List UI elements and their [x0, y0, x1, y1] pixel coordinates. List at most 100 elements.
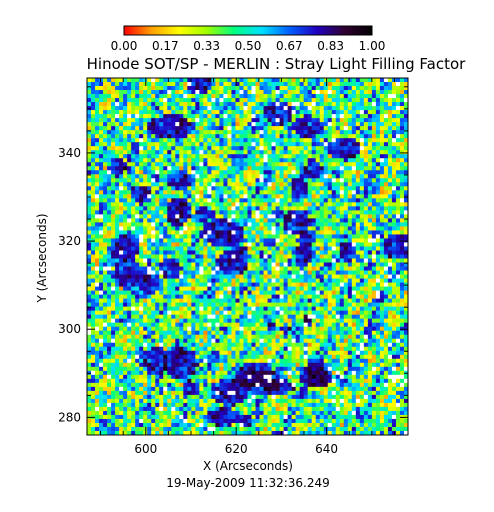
heatmap-cell	[379, 206, 385, 211]
heatmap-cell	[143, 166, 148, 171]
heatmap-cell	[299, 94, 304, 99]
heatmap-cell	[191, 146, 196, 151]
heatmap-cell	[155, 146, 160, 151]
heatmap-cell	[335, 314, 341, 319]
heatmap-cell	[403, 274, 409, 279]
heatmap-cell	[335, 142, 341, 147]
heatmap-cell	[199, 238, 204, 243]
heatmap-cell	[195, 238, 200, 243]
heatmap-cell	[179, 222, 184, 227]
heatmap-cell	[347, 202, 353, 207]
heatmap-cell	[103, 262, 108, 267]
heatmap-cell	[223, 110, 228, 115]
heatmap-cell	[135, 234, 140, 239]
heatmap-cell	[367, 230, 373, 235]
heatmap-cell	[399, 142, 405, 147]
heatmap-cell	[191, 226, 196, 231]
heatmap-cell	[195, 294, 200, 299]
heatmap-cell	[139, 106, 144, 111]
heatmap-cell	[271, 202, 276, 207]
heatmap-cell	[243, 238, 248, 243]
heatmap-cell	[131, 310, 136, 315]
heatmap-cell	[163, 258, 168, 263]
heatmap-cell	[355, 306, 361, 311]
heatmap-cell	[379, 138, 385, 143]
heatmap-cell	[299, 122, 304, 127]
heatmap-cell	[327, 170, 333, 175]
heatmap-cell	[139, 254, 144, 259]
heatmap-cell	[255, 122, 260, 127]
heatmap-cell	[315, 170, 321, 175]
heatmap-cell	[367, 282, 373, 287]
heatmap-cell	[195, 178, 200, 183]
heatmap-cell	[139, 258, 144, 263]
heatmap-cell	[115, 162, 120, 167]
heatmap-cell	[123, 162, 128, 167]
heatmap-cell	[207, 278, 212, 283]
heatmap-cell	[327, 106, 333, 111]
heatmap-cell	[135, 170, 140, 175]
heatmap-cell	[291, 130, 296, 135]
heatmap-cell	[159, 242, 164, 247]
heatmap-cell	[399, 234, 405, 239]
heatmap-cell	[131, 254, 136, 259]
heatmap-cell	[219, 286, 224, 291]
heatmap-cell	[291, 194, 296, 199]
heatmap-cell	[227, 214, 232, 219]
heatmap-cell	[179, 210, 184, 215]
heatmap-cell	[171, 186, 176, 191]
heatmap-cell	[267, 290, 272, 295]
heatmap-cell	[131, 214, 136, 219]
heatmap-cell	[167, 238, 172, 243]
heatmap-cell	[259, 130, 264, 135]
heatmap-cell	[111, 134, 116, 139]
heatmap-cell	[267, 230, 272, 235]
heatmap-cell	[387, 154, 393, 159]
heatmap-cell	[243, 278, 248, 283]
heatmap-cell	[139, 250, 144, 255]
heatmap-cell	[227, 222, 232, 227]
heatmap-cell	[251, 262, 256, 267]
heatmap-cell	[283, 290, 288, 295]
heatmap-cell	[115, 230, 120, 235]
heatmap-cell	[239, 170, 244, 175]
heatmap-cell	[247, 298, 252, 303]
heatmap-cell	[259, 90, 264, 95]
heatmap-cell	[151, 170, 156, 175]
heatmap-cell	[355, 166, 361, 171]
heatmap-cell	[227, 134, 232, 139]
heatmap-cell	[95, 146, 100, 151]
heatmap-cell	[287, 210, 292, 215]
heatmap-cell	[171, 102, 176, 107]
heatmap-cell	[207, 310, 212, 315]
heatmap-cell	[175, 82, 180, 87]
heatmap-cell	[255, 226, 260, 231]
heatmap-cell	[299, 218, 304, 223]
heatmap-cell	[127, 134, 132, 139]
heatmap-cell	[143, 194, 148, 199]
heatmap-cell	[267, 78, 272, 83]
heatmap-cell	[99, 270, 104, 275]
heatmap-cell	[331, 286, 337, 291]
heatmap-cell	[239, 222, 244, 227]
heatmap-cell	[179, 234, 184, 239]
heatmap-cell	[115, 214, 120, 219]
heatmap-cell	[179, 170, 184, 175]
heatmap-cell	[95, 158, 100, 163]
heatmap-cell	[371, 182, 377, 187]
heatmap-cell	[179, 302, 184, 307]
heatmap-cell	[143, 210, 148, 215]
heatmap-cell	[143, 202, 148, 207]
heatmap-cell	[119, 98, 124, 103]
heatmap-cell	[227, 286, 232, 291]
heatmap-cell	[183, 102, 188, 107]
heatmap-cell	[187, 318, 192, 323]
heatmap-cell	[315, 290, 321, 295]
heatmap-cell	[331, 122, 337, 127]
heatmap-cell	[87, 210, 92, 215]
heatmap-cell	[215, 130, 220, 135]
heatmap-cell	[359, 154, 365, 159]
heatmap-cell	[391, 194, 397, 199]
heatmap-cell	[267, 94, 272, 99]
heatmap-cell	[359, 114, 365, 119]
